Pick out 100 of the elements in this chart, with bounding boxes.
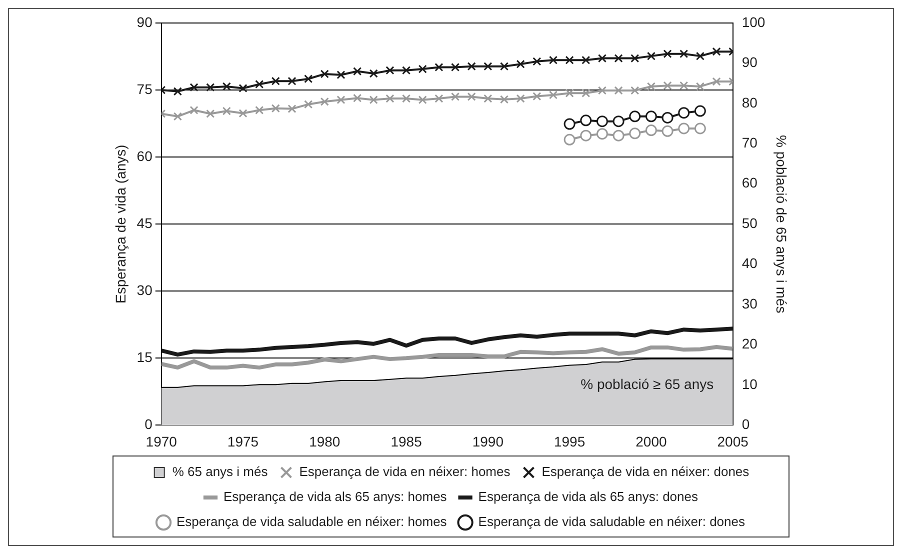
point — [645, 110, 657, 122]
point — [467, 62, 476, 71]
point — [580, 130, 592, 142]
point — [564, 134, 576, 146]
y-tick-label: 45 — [136, 214, 153, 231]
point — [712, 47, 721, 56]
point — [548, 56, 558, 64]
point — [484, 62, 492, 71]
y-tick-label: 75 — [136, 80, 153, 97]
point — [238, 84, 248, 93]
point — [336, 96, 346, 104]
point — [304, 100, 313, 109]
x-tick-label: 1980 — [309, 433, 340, 450]
y2-tick-label: 60 — [742, 174, 758, 191]
point — [450, 62, 460, 72]
point — [694, 105, 706, 117]
point — [402, 66, 411, 75]
point — [696, 82, 704, 91]
annotation: % població ≥ 65 anys — [580, 376, 714, 392]
y-tick-label: 90 — [136, 14, 153, 30]
point — [662, 112, 674, 124]
point — [596, 116, 608, 128]
legend-label: Esperança de vida saludable en néixer: homes — [176, 514, 448, 530]
point — [614, 86, 623, 95]
point — [532, 57, 542, 66]
point — [680, 50, 688, 58]
point — [402, 94, 411, 103]
point — [694, 122, 706, 134]
point — [238, 108, 248, 118]
point — [612, 116, 624, 128]
point — [629, 110, 641, 122]
point — [548, 90, 558, 100]
point — [663, 50, 672, 58]
y-tick-label: 0 — [144, 416, 153, 432]
point — [580, 114, 592, 126]
point — [173, 112, 182, 121]
point — [173, 87, 182, 96]
point — [598, 86, 607, 95]
x-tick-label: 2000 — [636, 433, 667, 450]
point — [222, 106, 231, 116]
y-axis-title: Esperança de vida (anys) — [112, 144, 128, 304]
point — [678, 122, 690, 134]
y2-tick-label: 20 — [742, 336, 758, 352]
y2-tick-label: 0 — [742, 416, 750, 432]
point — [450, 92, 460, 102]
point — [532, 92, 542, 101]
x-tick-label: 1970 — [146, 433, 178, 450]
x-tick-label: 2005 — [717, 433, 749, 450]
point — [434, 62, 444, 72]
y2-tick-label: 90 — [742, 54, 758, 70]
point — [190, 106, 198, 114]
point — [206, 83, 215, 92]
point — [288, 104, 296, 114]
point — [418, 64, 427, 74]
point — [271, 76, 280, 86]
point — [386, 94, 394, 103]
point — [680, 81, 688, 90]
point — [646, 82, 656, 91]
point — [565, 56, 574, 64]
point — [630, 86, 640, 95]
point — [630, 54, 640, 63]
point — [500, 62, 509, 71]
legend-label: Esperança de vida als 65 anys: homes — [224, 489, 448, 504]
point — [369, 96, 378, 104]
point — [206, 109, 215, 118]
point — [629, 128, 641, 140]
y-tick-label: 30 — [136, 282, 153, 298]
point — [222, 82, 231, 91]
point — [418, 96, 427, 104]
point — [565, 88, 574, 98]
point — [612, 130, 624, 142]
x-tick-label: 1985 — [390, 433, 422, 450]
point — [696, 52, 704, 60]
legend-label: Esperança de vida en néixer: dones — [542, 464, 750, 480]
point — [582, 56, 590, 64]
point — [646, 52, 656, 60]
point — [582, 88, 590, 98]
y2-tick-label: 10 — [742, 376, 758, 392]
y2-tick-label: 80 — [742, 94, 758, 110]
point — [516, 60, 525, 68]
x-tick-label: 1995 — [554, 433, 586, 450]
point — [614, 54, 623, 63]
point — [304, 74, 313, 84]
point — [369, 69, 378, 78]
point — [255, 106, 264, 114]
point — [271, 104, 280, 113]
y2-tick-label: 100 — [742, 14, 766, 30]
point — [434, 94, 444, 103]
x-tick-label: 1975 — [227, 433, 259, 450]
point — [662, 125, 674, 137]
legend-label: Esperança de vida saludable en néixer: dones — [478, 514, 746, 530]
y-tick-label: 60 — [136, 148, 153, 164]
x-tick-label: 1990 — [472, 433, 504, 450]
point — [288, 76, 296, 86]
point — [500, 95, 509, 104]
point — [645, 124, 657, 136]
point — [598, 54, 607, 63]
y2-tick-label: 40 — [742, 255, 758, 272]
y2-tick-label: 70 — [742, 134, 758, 151]
point — [484, 94, 492, 103]
